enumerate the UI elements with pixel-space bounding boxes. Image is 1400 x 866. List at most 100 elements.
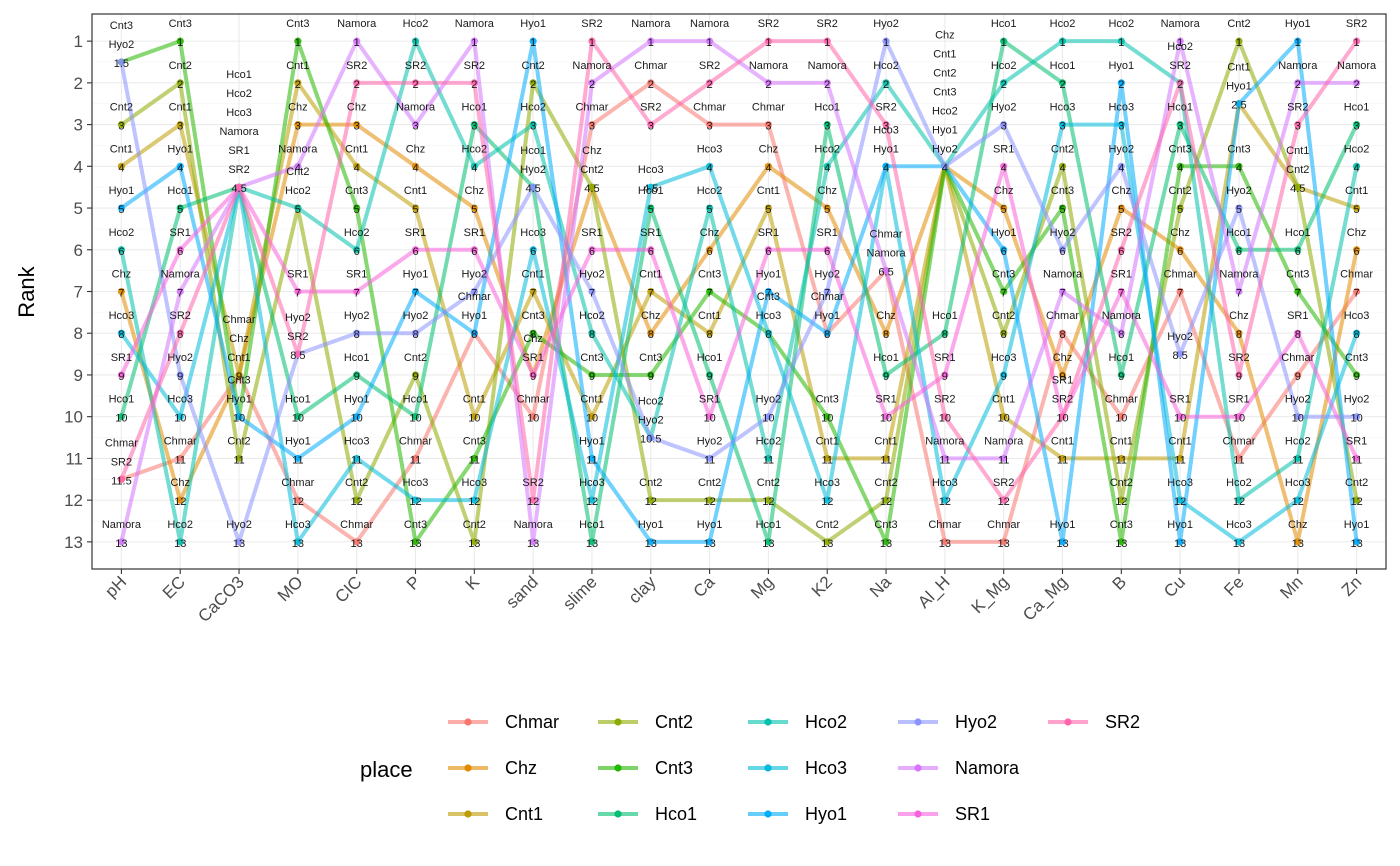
data-point-hco1	[1117, 371, 1125, 379]
data-point-hco2	[588, 329, 596, 337]
point-label-name: Chz	[1170, 227, 1190, 239]
point-label-name: Namora	[455, 18, 495, 30]
point-label-name: Namora	[925, 435, 965, 447]
point-label-name: Chz	[935, 29, 955, 41]
point-label-name: Namora	[749, 60, 789, 72]
point-label-value: 8	[1118, 329, 1124, 341]
data-point-chz	[470, 204, 478, 212]
data-point-hyo2	[1058, 246, 1067, 254]
point-label-value: 9	[118, 371, 124, 383]
point-label-name: Cnt2	[816, 519, 839, 531]
point-label-value: 1.5	[114, 58, 129, 70]
point-label-name: SR1	[464, 227, 485, 239]
data-point-cnt1	[235, 371, 243, 379]
point-label-name: Cnt3	[1286, 269, 1309, 281]
data-point-hco2	[1117, 37, 1125, 45]
data-point-sr2	[1117, 246, 1125, 254]
data-point-chmar	[1235, 454, 1243, 463]
point-label-value: 10	[1350, 413, 1362, 425]
point-label-value: 10	[586, 413, 598, 425]
point-label-name: Hco1	[520, 145, 546, 157]
point-label-name: Cnt3	[345, 185, 368, 197]
data-point-hco2	[176, 538, 184, 546]
point-label-name: Cnt3	[816, 394, 839, 406]
point-label-value: 12	[351, 496, 363, 508]
point-label-value: 8	[942, 329, 948, 341]
x-tick-label: clay	[625, 572, 660, 607]
data-point-cnt1	[1352, 204, 1361, 212]
data-point-cnt3	[1058, 204, 1067, 212]
point-label-value: 11	[763, 454, 774, 466]
point-label-value: 9	[530, 371, 536, 383]
point-label-name: Namora	[1102, 310, 1142, 322]
point-label-value: 2	[1295, 79, 1301, 91]
point-label-name: Hco2	[1167, 41, 1193, 53]
point-label-name: Hco1	[285, 394, 311, 406]
point-label-name: SR1	[817, 227, 838, 239]
point-label-value: 1	[648, 37, 654, 49]
point-label-value: 2	[1118, 79, 1124, 91]
point-label-name: Hco1	[991, 18, 1017, 30]
point-label-value: 2	[1177, 79, 1183, 91]
point-label-value: 13	[1056, 538, 1068, 550]
point-label-name: Cnt3	[933, 86, 956, 98]
data-point-hco1	[1294, 246, 1302, 254]
point-label-name: Hco2	[226, 88, 252, 100]
point-label-value: 8	[530, 329, 536, 341]
point-label-name: Cnt2	[286, 166, 309, 178]
point-label-name: Hco1	[461, 102, 487, 114]
x-tick-label: CIC	[331, 572, 365, 606]
point-label-name: Namora	[984, 435, 1024, 447]
point-label-name: Hyo2	[1226, 185, 1252, 197]
point-label-value: 2	[412, 79, 418, 91]
point-label-name: Chz	[1347, 227, 1367, 239]
point-label-value: 3	[589, 121, 595, 133]
data-point-hyo1	[1058, 538, 1067, 546]
data-point-cnt3	[1117, 538, 1125, 546]
point-label-name: Cnt1	[698, 310, 721, 322]
point-label-name: Hyo1	[579, 435, 605, 447]
point-label-value: 11	[1233, 454, 1244, 466]
point-label-name: Chmar	[1340, 269, 1373, 281]
point-label-value: 12	[1174, 496, 1186, 508]
point-label-value: 12	[1292, 496, 1304, 508]
point-label-name: Cnt1	[1169, 435, 1192, 447]
data-point-sr1	[647, 246, 655, 254]
point-label-value: 6	[530, 246, 536, 258]
data-point-sr2	[176, 329, 184, 337]
point-label-name: Cnt1	[1345, 185, 1368, 197]
data-point-cnt3	[1294, 287, 1302, 296]
point-label-value: 7	[118, 288, 124, 300]
data-point-hco3	[294, 538, 302, 546]
point-label-name: Cnt3	[1051, 185, 1074, 197]
point-label-name: Hco1	[756, 519, 782, 531]
point-label-name: Hco3	[579, 477, 605, 489]
data-point-sr1	[941, 371, 949, 379]
point-label-value: 1	[1059, 37, 1065, 49]
point-label-value: 5	[1354, 204, 1360, 216]
point-label-value: 8	[412, 329, 418, 341]
point-label-value: 13	[762, 538, 774, 550]
data-point-hco3	[1117, 120, 1125, 129]
point-label-value: 13	[1115, 538, 1127, 550]
point-label-name: SR1	[287, 269, 308, 281]
data-point-sr1	[470, 246, 478, 254]
point-label-name: Hyo2	[285, 312, 311, 324]
x-tick-label: EC	[159, 572, 189, 602]
point-label-name: Chmar	[1046, 310, 1079, 322]
point-label-value: 11	[292, 454, 303, 466]
data-point-namora	[1352, 79, 1361, 87]
point-label-name: Hco2	[1226, 477, 1252, 489]
point-label-value: 13	[880, 538, 892, 550]
point-label-name: Chz	[817, 185, 837, 197]
data-point-sr1	[1235, 413, 1243, 421]
point-label-value: 8.5	[1172, 350, 1187, 362]
point-label-value: 3	[1059, 121, 1065, 133]
point-label-name: Namora	[102, 519, 142, 531]
point-label-value: 1	[177, 37, 183, 49]
point-label-value: 1	[1118, 37, 1124, 49]
point-label-value: 4	[1118, 162, 1124, 174]
point-label-value: 4.5	[584, 183, 599, 195]
data-point-namora	[117, 538, 126, 546]
point-label-name: Chz	[876, 310, 896, 322]
